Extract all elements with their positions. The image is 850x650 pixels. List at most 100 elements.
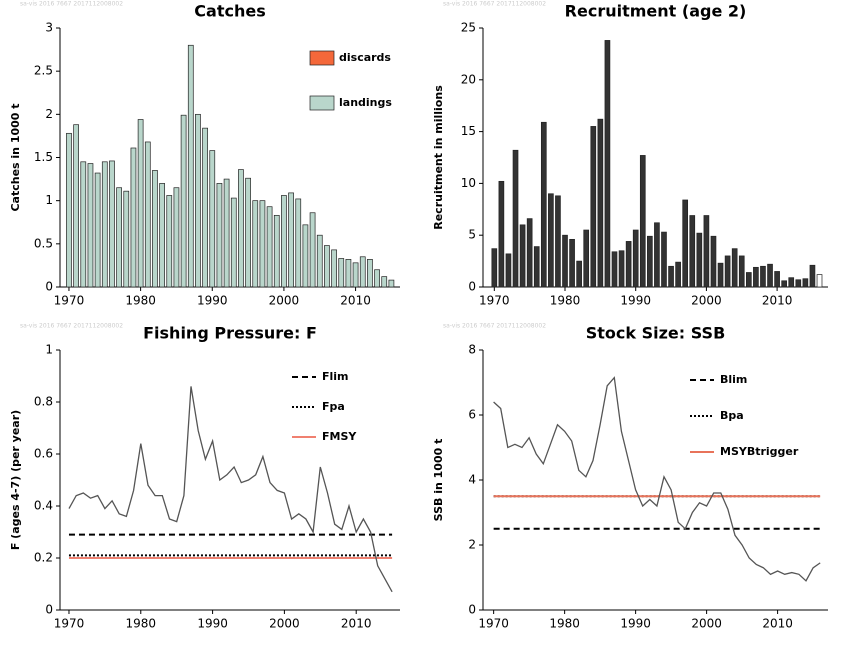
bar bbox=[625, 241, 632, 288]
x-tick-label: 1970 bbox=[54, 294, 85, 308]
bar bbox=[604, 40, 611, 288]
bar bbox=[352, 262, 359, 288]
legend-label: FMSY bbox=[322, 430, 357, 443]
bar bbox=[745, 272, 752, 288]
y-tick-label: 0.6 bbox=[34, 447, 53, 461]
bar bbox=[130, 147, 137, 288]
bar bbox=[252, 200, 259, 288]
chart-title: Stock Size: SSB bbox=[586, 324, 726, 343]
bar bbox=[180, 114, 187, 288]
y-tick-label: 0.5 bbox=[34, 236, 53, 250]
line bbox=[68, 386, 393, 593]
bar bbox=[230, 197, 237, 288]
x-tick-label: 1990 bbox=[620, 294, 651, 308]
bar bbox=[116, 187, 122, 288]
bar bbox=[717, 262, 724, 288]
bar bbox=[555, 195, 561, 288]
bar bbox=[661, 231, 667, 288]
chart-title: Catches bbox=[194, 2, 265, 21]
bar bbox=[295, 198, 302, 288]
bar bbox=[202, 127, 208, 288]
bar bbox=[302, 224, 309, 288]
bar bbox=[374, 269, 380, 288]
x-tick-label: 1980 bbox=[125, 294, 156, 308]
bar bbox=[245, 177, 251, 288]
bar bbox=[266, 206, 273, 288]
bar bbox=[533, 246, 540, 288]
bar bbox=[781, 280, 787, 288]
y-tick-label: 0 bbox=[45, 603, 53, 617]
bar bbox=[562, 234, 568, 288]
y-tick-label: 5 bbox=[468, 228, 476, 242]
bar bbox=[703, 215, 710, 288]
legend-swatch bbox=[309, 50, 335, 66]
bar bbox=[632, 229, 639, 288]
bar bbox=[80, 161, 87, 288]
panel: Recruitment (age 2) sa-vis 2016 7667 2017… bbox=[432, 1, 828, 308]
bar bbox=[109, 160, 115, 288]
x-tick-label: 2010 bbox=[762, 294, 793, 308]
bar bbox=[767, 263, 773, 288]
bar bbox=[381, 276, 388, 288]
chart-title: Recruitment (age 2) bbox=[565, 2, 747, 21]
bar bbox=[689, 215, 696, 288]
y-tick-label: 25 bbox=[461, 21, 476, 35]
panel: Catches sa-vis 2016 7667 2017112008002 Cat… bbox=[9, 1, 400, 308]
bar bbox=[809, 264, 816, 288]
y-tick-label: 2.5 bbox=[34, 64, 53, 78]
bar bbox=[123, 190, 130, 288]
bar bbox=[259, 200, 266, 288]
x-tick-label: 2000 bbox=[269, 294, 300, 308]
bar bbox=[309, 212, 316, 288]
bar bbox=[724, 255, 731, 288]
bar bbox=[187, 44, 194, 288]
bar bbox=[802, 278, 809, 288]
x-tick-label: 2000 bbox=[269, 617, 300, 631]
y-tick-label: 20 bbox=[461, 72, 476, 86]
y-tick-label: 8 bbox=[468, 343, 476, 357]
y-tick-label: 1 bbox=[45, 193, 53, 207]
legend-label: MSYBtrigger bbox=[720, 445, 799, 458]
bar bbox=[569, 238, 575, 288]
bar bbox=[173, 187, 180, 288]
y-tick-label: 1.5 bbox=[34, 150, 53, 164]
watermark: sa-vis 2016 7667 2017112008002 bbox=[443, 1, 546, 8]
bar bbox=[359, 256, 366, 288]
bar bbox=[760, 265, 766, 288]
y-tick-label: 3 bbox=[45, 21, 53, 35]
x-tick-label: 1980 bbox=[126, 617, 157, 631]
bar bbox=[159, 183, 165, 288]
bar bbox=[738, 255, 745, 288]
legend-label: Blim bbox=[720, 373, 747, 386]
bar bbox=[491, 248, 498, 288]
bar bbox=[223, 178, 230, 288]
x-tick-label: 1990 bbox=[197, 617, 228, 631]
bar bbox=[576, 260, 582, 288]
bar bbox=[331, 249, 337, 288]
bar bbox=[675, 261, 681, 288]
y-axis-label: SSB in 1000 t bbox=[432, 439, 445, 522]
bar bbox=[590, 126, 597, 288]
x-tick-label: 2000 bbox=[691, 617, 722, 631]
bar bbox=[753, 266, 759, 288]
y-tick-label: 6 bbox=[468, 408, 476, 422]
legend-label: discards bbox=[339, 51, 391, 64]
y-tick-label: 2 bbox=[468, 538, 476, 552]
bar bbox=[583, 229, 590, 288]
bar bbox=[216, 183, 223, 288]
bar bbox=[388, 279, 395, 288]
bar bbox=[710, 235, 717, 288]
bar bbox=[137, 119, 144, 288]
x-tick-label: 1970 bbox=[479, 294, 510, 308]
legend-label: Flim bbox=[322, 370, 349, 383]
bar bbox=[87, 163, 94, 288]
bar bbox=[66, 132, 72, 288]
chart-title: Fishing Pressure: F bbox=[143, 324, 317, 343]
watermark: sa-vis 2016 7667 2017112008002 bbox=[20, 1, 123, 8]
bar bbox=[324, 245, 330, 288]
y-tick-label: 0.8 bbox=[34, 395, 53, 409]
bar bbox=[345, 259, 352, 288]
bar bbox=[618, 250, 625, 288]
bar bbox=[101, 161, 108, 288]
bar bbox=[611, 251, 618, 288]
